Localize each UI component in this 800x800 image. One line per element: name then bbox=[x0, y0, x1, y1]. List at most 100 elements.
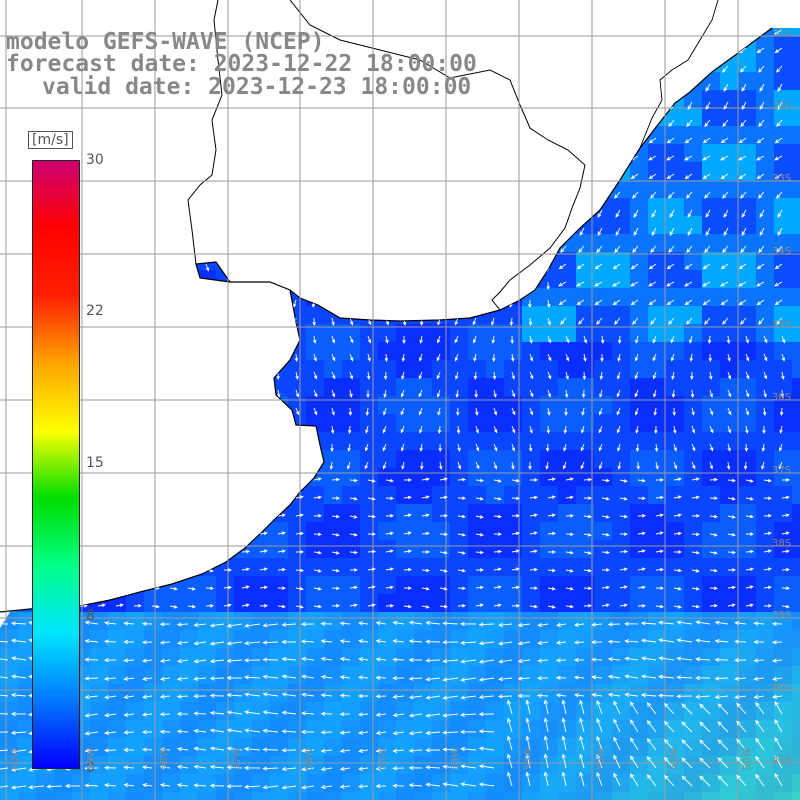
wind-arrow-head bbox=[141, 640, 147, 645]
wind-arrow bbox=[393, 695, 405, 698]
wind-arrow bbox=[421, 514, 429, 517]
wind-arrow bbox=[722, 245, 729, 253]
wind-arrow bbox=[365, 173, 369, 181]
wind-arrow bbox=[241, 604, 249, 607]
wind-arrow-head bbox=[456, 123, 461, 128]
wind-arrow bbox=[685, 137, 693, 144]
wind-arrow-head bbox=[746, 375, 750, 380]
wind-arrow-head bbox=[741, 87, 746, 92]
wind-arrow bbox=[293, 227, 297, 235]
wind-arrow bbox=[547, 371, 552, 379]
wind-arrow-head bbox=[173, 513, 178, 517]
wind-arrow bbox=[493, 604, 501, 607]
wind-arrow bbox=[562, 736, 567, 751]
wind-arrow-head bbox=[385, 339, 389, 344]
wind-arrow bbox=[526, 227, 531, 235]
wind-arrow bbox=[763, 371, 767, 379]
wind-arrow bbox=[340, 695, 351, 697]
wind-arrow bbox=[257, 335, 261, 343]
wind-arrow-head bbox=[367, 339, 372, 344]
wind-arrow bbox=[133, 568, 141, 571]
wind-arrow bbox=[617, 371, 621, 379]
wind-arrow-head bbox=[515, 496, 521, 501]
wind-arrow bbox=[301, 749, 315, 752]
wind-arrow bbox=[185, 389, 189, 397]
wind-arrow bbox=[187, 335, 190, 344]
wind-arrow-head bbox=[170, 303, 174, 308]
wind-arrow bbox=[331, 569, 339, 572]
wind-arrow-head bbox=[159, 783, 165, 788]
wind-arrow bbox=[650, 317, 657, 325]
wind-arrow-head bbox=[25, 231, 30, 236]
wind-arrow bbox=[703, 173, 711, 179]
wind-arrow-head bbox=[582, 375, 587, 381]
wind-arrow-head bbox=[123, 712, 129, 717]
wind-arrow-head bbox=[357, 693, 363, 699]
wind-arrow bbox=[177, 659, 189, 662]
wind-arrow-head bbox=[263, 585, 268, 590]
wind-arrow-head bbox=[690, 375, 694, 381]
wind-arrow bbox=[763, 389, 767, 397]
wind-arrow-head bbox=[142, 783, 148, 788]
wind-arrow-head bbox=[209, 533, 214, 537]
wind-arrow-head bbox=[331, 411, 335, 416]
wind-arrow bbox=[592, 623, 603, 626]
wind-arrow bbox=[736, 775, 747, 787]
wind-arrow bbox=[547, 407, 550, 415]
wind-arrow-head bbox=[295, 375, 299, 380]
wind-arrow bbox=[438, 299, 441, 307]
wind-arrow-head bbox=[226, 692, 232, 698]
wind-arrow bbox=[313, 137, 316, 145]
wind-arrow bbox=[578, 65, 585, 73]
wind-arrow-head bbox=[646, 738, 652, 743]
wind-arrow-head bbox=[472, 303, 476, 308]
wind-arrow bbox=[349, 389, 352, 397]
wind-arrow bbox=[222, 119, 225, 128]
wind-arrow-head bbox=[206, 249, 210, 254]
wind-arrow-head bbox=[605, 568, 611, 572]
wind-arrow-head bbox=[695, 675, 700, 681]
wind-arrow bbox=[367, 604, 375, 607]
wind-arrow-head bbox=[366, 249, 371, 254]
wind-arrow-head bbox=[244, 728, 250, 733]
wind-arrow bbox=[403, 227, 407, 235]
wind-arrow bbox=[544, 700, 549, 715]
wind-arrow-head bbox=[527, 285, 531, 290]
wind-arrow-head bbox=[347, 429, 352, 435]
wind-arrow-head bbox=[311, 285, 315, 290]
wind-arrow bbox=[210, 659, 225, 662]
wind-arrow-head bbox=[101, 550, 106, 555]
wind-arrow-head bbox=[205, 213, 210, 218]
wind-arrow-head bbox=[112, 249, 117, 254]
wind-arrow-head bbox=[668, 248, 673, 253]
wind-arrow-head bbox=[573, 693, 579, 698]
wind-arrow bbox=[649, 173, 657, 179]
wind-arrow-head bbox=[551, 568, 556, 573]
wind-arrow-head bbox=[5, 321, 10, 326]
wind-arrow bbox=[781, 353, 785, 361]
wind-arrow-head bbox=[187, 303, 192, 308]
wind-arrow bbox=[7, 191, 11, 199]
wind-arrow-head bbox=[371, 532, 377, 536]
wind-arrow bbox=[673, 587, 681, 590]
wind-arrow bbox=[166, 461, 171, 469]
wind-arrow bbox=[479, 641, 495, 645]
wind-arrow bbox=[340, 767, 351, 770]
wind-arrow-head bbox=[669, 213, 674, 218]
wind-arrow bbox=[276, 227, 279, 235]
wind-arrow-head bbox=[632, 320, 637, 325]
wind-arrow bbox=[776, 317, 783, 325]
wind-arrow-head bbox=[781, 339, 786, 344]
wind-arrow-head bbox=[454, 357, 459, 362]
wind-arrow-head bbox=[320, 766, 326, 772]
wind-arrow bbox=[0, 657, 9, 661]
wind-arrow-head bbox=[169, 339, 173, 344]
wind-arrow bbox=[558, 29, 567, 35]
wind-arrow bbox=[457, 443, 461, 451]
wind-arrow-head bbox=[123, 639, 129, 645]
wind-arrow-head bbox=[443, 477, 448, 481]
wind-arrow bbox=[613, 755, 621, 769]
wind-arrow bbox=[518, 677, 531, 680]
wind-arrow bbox=[757, 299, 765, 305]
wind-arrow-head bbox=[579, 105, 584, 110]
